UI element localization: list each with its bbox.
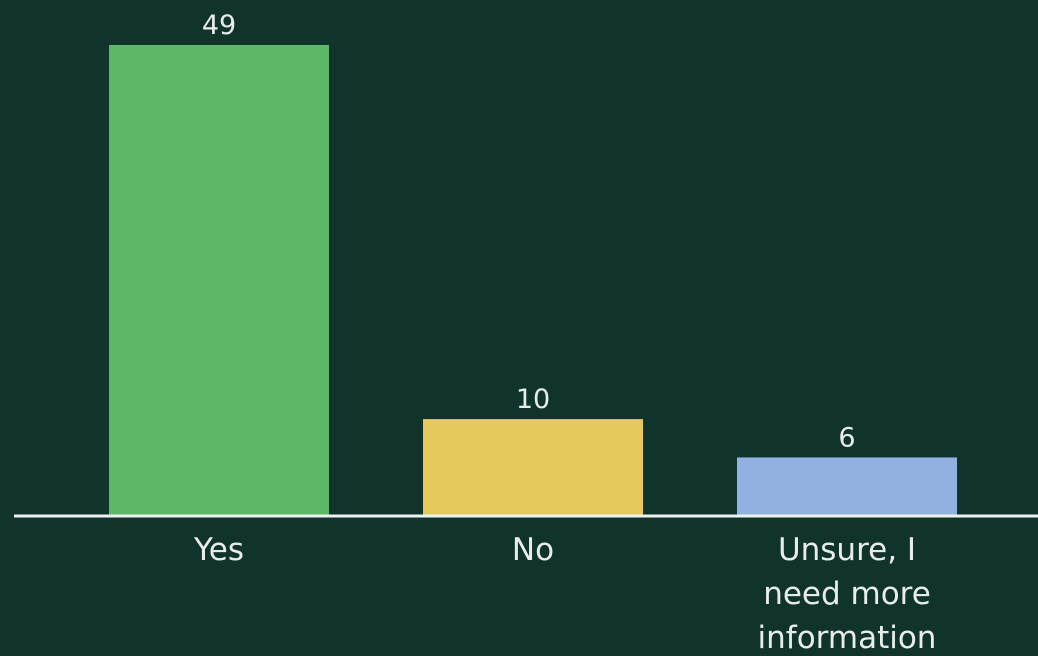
category-label-1-line-0: No <box>512 532 554 568</box>
bars-group <box>109 45 957 515</box>
category-label-0-line-0: Yes <box>193 532 244 568</box>
category-label-2: Unsure, I need more information <box>758 532 937 656</box>
bar-0 <box>109 45 329 515</box>
bar-1 <box>423 419 643 515</box>
category-label-2-line-1: need more <box>763 576 931 612</box>
category-label-2-line-0: Unsure, I <box>778 532 916 568</box>
category-label-0: Yes <box>193 532 244 568</box>
value-label-2: 6 <box>838 422 855 453</box>
bar-2 <box>737 457 957 515</box>
category-label-2-line-2: information <box>758 620 937 656</box>
category-label-1: No <box>512 532 554 568</box>
value-label-0: 49 <box>202 10 236 41</box>
value-labels-group: 49 10 6 <box>202 10 856 453</box>
value-label-1: 10 <box>516 384 550 415</box>
category-labels-group: Yes No Unsure, I need more information <box>193 532 936 656</box>
